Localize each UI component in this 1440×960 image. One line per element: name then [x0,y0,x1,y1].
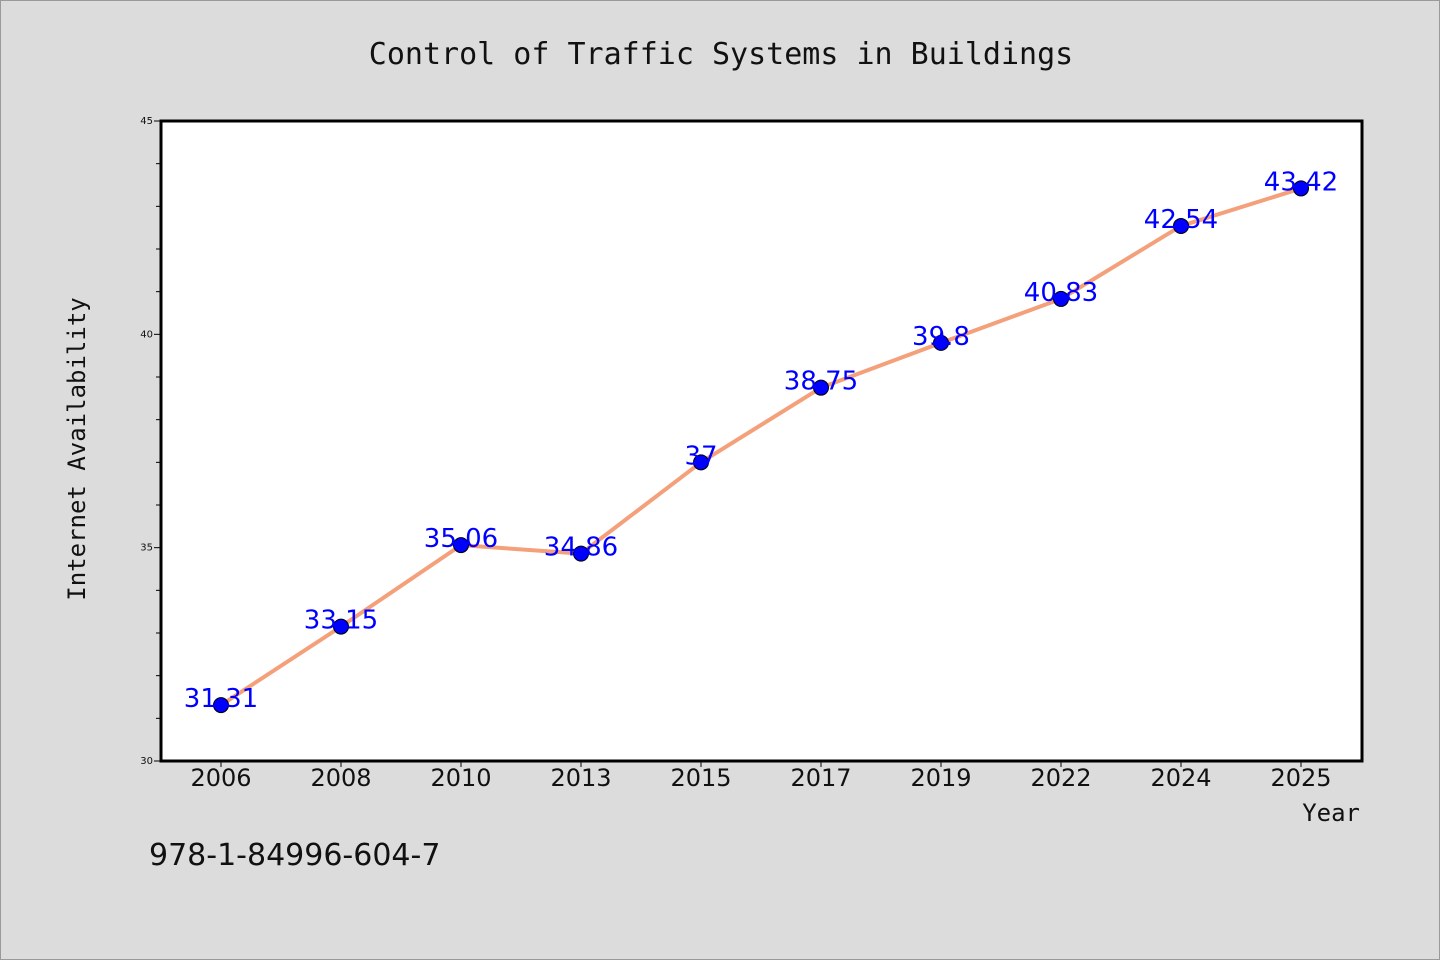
series-line-group [219,186,1302,707]
x-tick-label: 2025 [1270,764,1331,792]
data-point-marker [813,379,829,396]
data-point-marker [1293,180,1309,197]
data-point-marker [573,545,589,562]
y-axis-label: Internet Availability [63,297,91,600]
x-tick-label: 2006 [190,764,251,792]
data-labels: 31.31 33.15 35.06 34.86 37 38.75 39.8 40.83 42.5… [184,167,1338,714]
data-point-marker [1053,290,1069,307]
data-point-marker [453,537,469,554]
series-line [219,186,1302,707]
y-tick-label: 45 [140,116,153,127]
chart-title: Control of Traffic Systems in Buildings [369,37,1073,72]
data-label: 37 [684,441,717,471]
x-tick-label: 2008 [310,764,371,792]
data-label: 40.83 [1024,278,1098,308]
data-label: 33.15 [304,606,378,636]
plot-area [159,119,1364,763]
x-tick-label: 2010 [430,764,491,792]
data-label: 38.75 [784,367,858,397]
y-tick-label: 40 [140,329,153,340]
data-label: 43.42 [1264,167,1338,197]
data-label: 34.86 [544,533,618,563]
x-axis-ticks: 2006 2008 2010 2013 2015 2017 2019 2022 2024 2025 [190,761,1332,792]
data-point-marker [213,697,229,714]
series-markers [213,180,1309,714]
isbn-footer: 978-1-84996-604-7 [149,838,440,873]
x-tick-label: 2024 [1150,764,1211,792]
data-point-marker [933,334,949,351]
y-tick-label: 30 [140,756,153,767]
data-label: 31.31 [184,684,258,714]
x-axis-label: Year [1302,799,1360,827]
data-label: 42.54 [1144,205,1218,235]
y-axis-ticks: 30 35 40 45 [140,116,161,767]
data-point-marker [333,618,349,635]
x-tick-label: 2022 [1030,764,1091,792]
x-tick-label: 2015 [670,764,731,792]
x-tick-label: 2017 [790,764,851,792]
x-tick-label: 2013 [550,764,611,792]
data-label: 39.8 [912,322,970,352]
data-point-marker [1173,217,1189,234]
data-label: 35.06 [424,524,498,554]
x-tick-label: 2019 [910,764,971,792]
y-tick-label: 35 [140,543,153,554]
data-point-marker [693,454,709,471]
